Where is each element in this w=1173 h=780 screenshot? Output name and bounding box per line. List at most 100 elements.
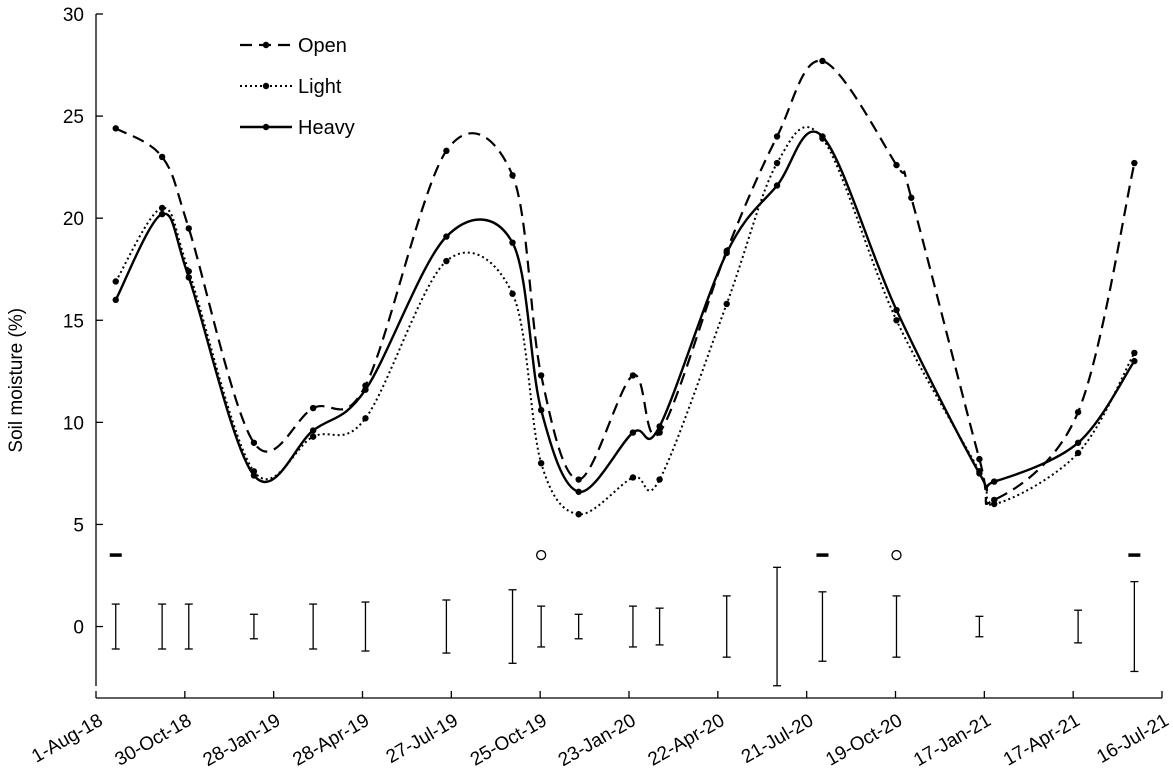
series-line-open [115,59,1136,506]
error-bar [818,591,827,662]
x-tick-label: 21-Jul-20 [738,710,817,768]
data-point-open [509,172,516,179]
data-point-light [1074,449,1082,457]
x-tick-label: 17-Jan-21 [910,710,995,771]
data-point-heavy [976,470,983,477]
x-tick-label: 22-Apr-20 [645,710,729,770]
y-tick-label: 20 [63,209,84,230]
data-point-heavy [1131,357,1138,365]
legend-label-light: Light [298,76,342,98]
data-point-heavy [309,427,317,434]
error-bars [111,566,1139,687]
error-bar [628,605,637,648]
data-point-heavy [991,478,998,485]
data-point-light [1131,349,1138,357]
significance-circle [891,549,902,561]
data-point-open [158,153,166,161]
data-point-heavy [250,472,258,479]
data-point-open [629,372,637,379]
data-point-light [629,474,637,481]
data-point-heavy [656,423,663,430]
data-point-open [443,147,450,154]
error-bar [442,599,451,654]
x-tick-label: 23-Jan-20 [555,710,640,771]
series-line-light [114,126,1136,516]
data-point-heavy [575,488,582,495]
data-point-light [656,476,663,483]
x-tick-label: 1-Aug-18 [28,710,106,767]
data-point-open [908,194,915,201]
data-point-light [723,300,730,308]
data-point-light [773,159,781,167]
data-point-open [112,125,119,132]
error-bar [722,595,731,658]
data-point-heavy [362,386,369,393]
significance-markers [109,549,1141,561]
data-point-heavy [443,233,450,240]
axes: 0 5 10 15 20 25 30 Soil moisture (%) 1-Aug-18 30-… [6,5,1173,771]
series-line-heavy [114,130,1136,494]
x-tick-label: 28-Apr-19 [289,710,373,770]
data-point-light [537,459,545,467]
x-tick-label: 17-Apr-21 [1000,710,1084,770]
data-point-heavy [158,210,166,218]
error-bar [309,603,318,650]
data-point-open [976,455,983,463]
data-point-open [537,372,545,379]
data-point-heavy [1074,439,1082,446]
data-point-heavy [509,239,516,246]
significance-circle [536,549,547,561]
series-lines [112,57,1138,518]
error-bar [655,607,664,646]
error-bar [361,601,370,652]
data-point-open [185,225,192,232]
y-tick-label: 10 [63,413,84,434]
data-point-light [309,433,317,440]
x-tick-label: 19-Oct-20 [822,710,906,770]
error-bar [508,589,517,664]
x-tick-label: 16-Jul-21 [1093,710,1172,768]
data-point-open [575,476,582,483]
data-point-open [250,439,258,446]
series-heavy [112,130,1138,495]
data-point-light [509,290,516,297]
data-point-open [893,161,900,169]
error-bar [1130,580,1139,673]
y-tick-label: 5 [73,515,84,536]
x-tick-label: 28-Jan-19 [200,710,285,771]
data-point-light [362,415,369,422]
error-bar [249,613,258,640]
data-point-open [309,404,317,412]
error-bar [773,566,782,687]
y-tick-label: 30 [63,5,84,26]
data-point-heavy [893,306,900,314]
data-point-light [575,511,582,518]
data-point-heavy [629,429,637,436]
legend-marker-open [262,41,270,49]
legend: Open Light Heavy [240,35,355,139]
data-point-light [893,317,900,324]
series-light [112,126,1138,518]
y-tick-label: 0 [73,618,84,639]
legend-label-heavy: Heavy [298,117,355,139]
data-point-light [991,500,998,508]
y-axis-label: Soil moisture (%) [6,308,27,453]
y-tick-label: 25 [63,107,84,128]
error-bar [975,615,984,638]
data-point-open [1131,159,1138,167]
data-point-heavy [773,182,781,189]
data-point-heavy [537,406,545,414]
data-point-light [112,278,119,285]
error-bar [158,603,167,650]
error-bar [184,603,193,650]
x-tick-label: 27-Jul-19 [383,710,462,768]
data-point-heavy [819,133,826,140]
data-point-heavy [112,296,119,304]
x-tick-label: 25-Oct-19 [467,710,551,770]
legend-marker-light [262,82,270,90]
data-point-open [1074,408,1082,416]
error-bar [111,603,120,650]
data-point-open [819,57,826,65]
legend-marker-heavy [262,123,270,131]
